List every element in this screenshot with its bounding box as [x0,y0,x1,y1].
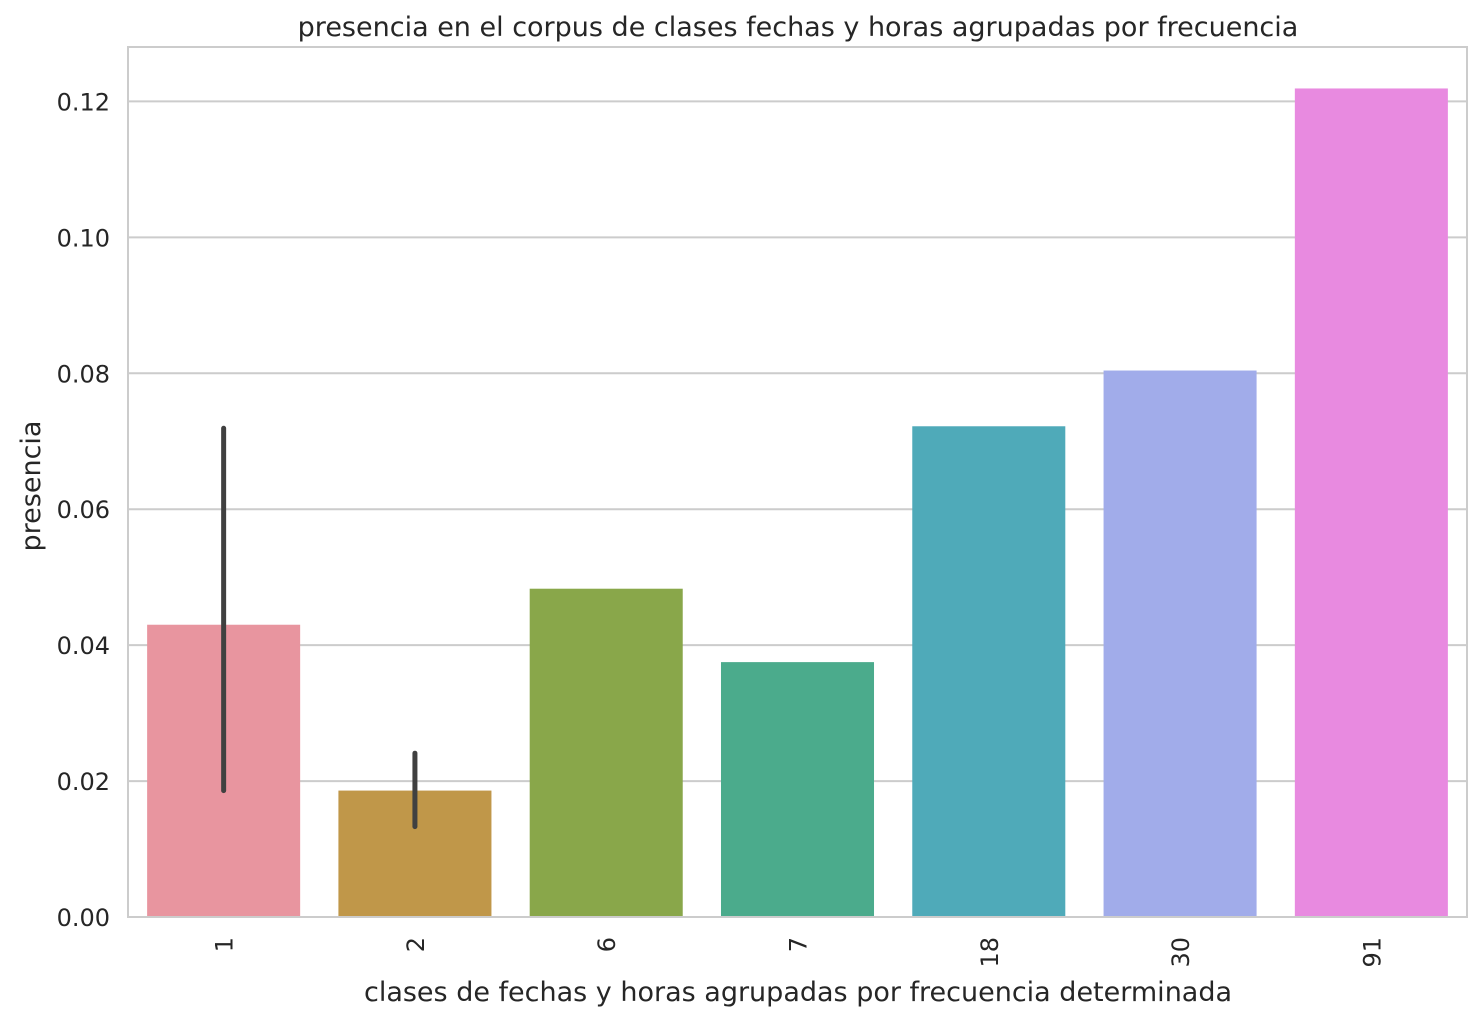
y-tick-label: 0.00 [57,904,110,932]
x-tick-label: 1 [211,937,239,952]
y-tick-label: 0.04 [57,632,110,660]
plot-frame [127,46,1468,918]
bar [1294,88,1448,917]
chart-title: presencia en el corpus de clases fechas … [298,12,1299,43]
y-axis-label: presencia [16,421,47,552]
bars-group [147,88,1448,917]
y-tick-label: 0.10 [57,224,110,252]
y-axis-ticks: 0.00 0.02 0.04 0.06 0.08 0.10 0.12 [57,88,110,932]
y-tick-label: 0.02 [57,768,110,796]
y-tick-label: 0.08 [57,360,110,388]
x-tick-label: 30 [1167,937,1195,968]
x-tick-label: 2 [402,937,430,952]
x-tick-label: 18 [976,937,1004,968]
x-tick-label: 7 [785,937,813,952]
x-tick-label: 6 [593,937,621,952]
bar [720,662,875,917]
grid-lines [128,100,1467,918]
y-tick-label: 0.06 [57,496,110,524]
x-axis-label: clases de fechas y horas agrupadas por f… [364,977,1232,1008]
bar [1103,370,1257,917]
bar [912,426,1066,917]
y-tick-label: 0.12 [57,88,110,116]
bar [529,588,683,917]
error-bars-group [221,425,418,830]
x-tick-label: 91 [1358,937,1386,968]
x-axis-ticks: 1 2 6 7 18 30 91 [211,937,1387,968]
